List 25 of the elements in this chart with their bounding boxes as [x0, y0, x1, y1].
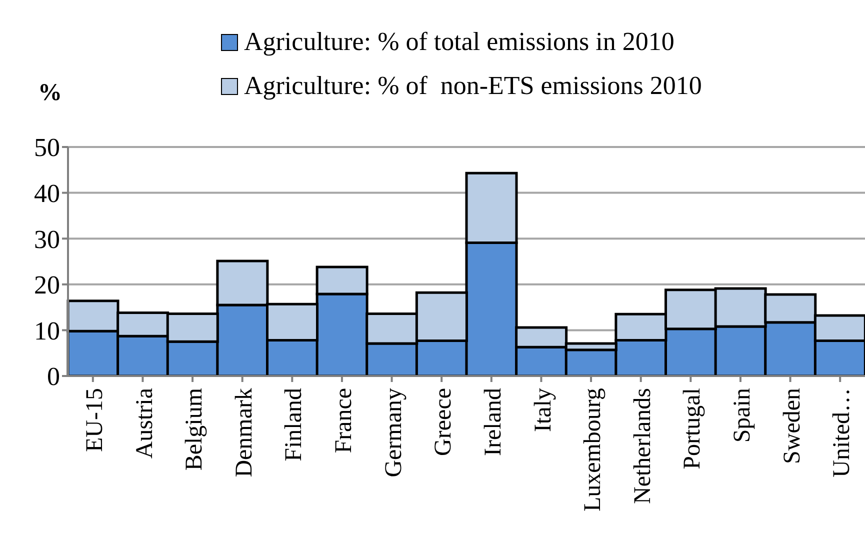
x-tick-label: Luxembourg	[580, 388, 606, 512]
x-tick-label: United…	[829, 388, 856, 478]
legend-label: Agriculture: % of non-ETS emissions 2010	[244, 70, 702, 102]
legend-label: Agriculture: % of total emissions in 2010	[244, 26, 674, 58]
x-tick-label: Ireland	[480, 388, 506, 456]
x-tick-label: Portugal	[680, 388, 706, 470]
y-tick-label: 0	[47, 362, 60, 392]
y-tick-label: 40	[34, 179, 60, 208]
x-tick-label: Austria	[132, 388, 158, 459]
x-tick-label: Denmark	[231, 388, 258, 478]
x-tick-label: Sweden	[779, 388, 806, 464]
x-tick-label: Spain	[730, 388, 756, 443]
x-tick-label: Finland	[281, 388, 308, 462]
y-tick-label: 20	[34, 270, 60, 300]
x-tick-label: EU-15	[82, 388, 108, 452]
x-tick-label: Greece	[430, 388, 457, 456]
y-tick-label: 10	[34, 316, 60, 346]
y-axis-title: %	[38, 80, 62, 107]
y-tick-label: 50	[34, 133, 60, 162]
x-tick-label: France	[331, 388, 358, 454]
x-tick-label: Belgium	[182, 388, 208, 471]
y-tick-label: 30	[34, 224, 60, 254]
x-tick-label: Italy	[530, 388, 556, 432]
x-tick-label: Netherlands	[630, 388, 656, 504]
x-tick-label: Germany	[380, 388, 407, 478]
